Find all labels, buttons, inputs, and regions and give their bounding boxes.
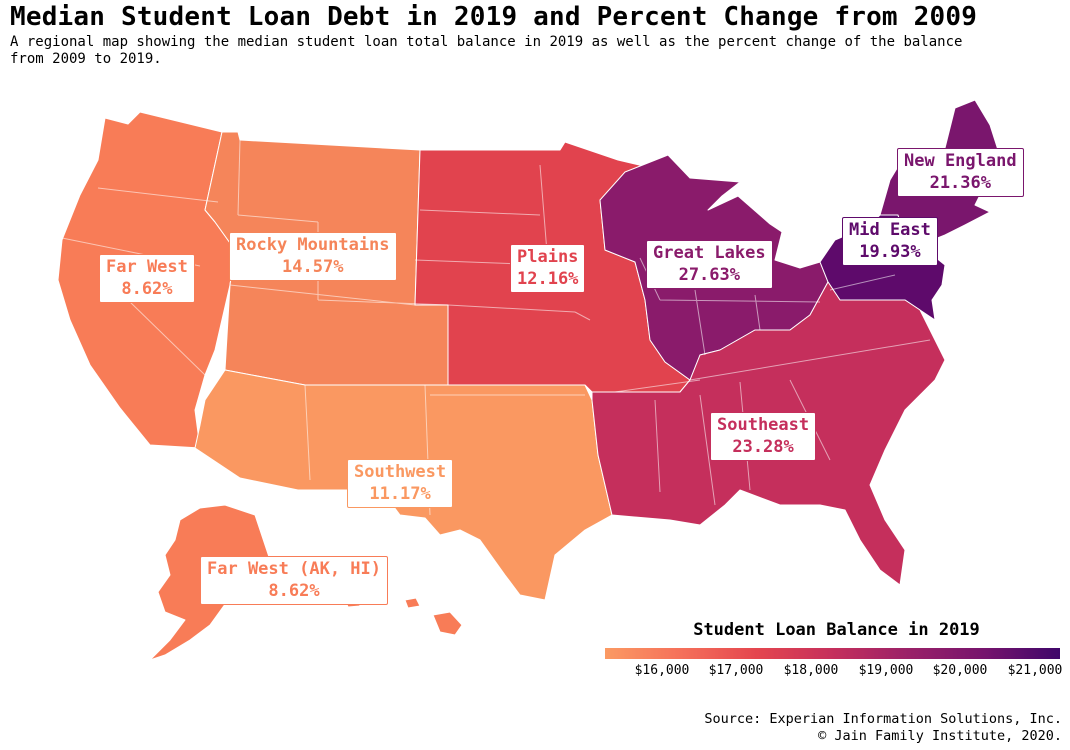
label-southwest: Southwest 11.17% xyxy=(347,459,454,508)
legend-tick: $21,000 xyxy=(1007,663,1063,678)
region-name: New England xyxy=(904,151,1017,171)
source-line: Source: Experian Information Solutions, … xyxy=(704,711,1062,727)
map-subtitle: A regional map showing the median studen… xyxy=(10,34,963,67)
region-name: Rocky Mountains xyxy=(236,235,390,255)
region-change: 21.36% xyxy=(929,173,991,193)
map-title: Median Student Loan Debt in 2019 and Per… xyxy=(10,2,978,32)
region-name: Mid East xyxy=(849,220,931,240)
legend-gradient-bar xyxy=(605,648,1060,659)
legend-tick: $20,000 xyxy=(932,663,988,678)
legend-tick: $18,000 xyxy=(783,663,839,678)
label-far-west: Far West 8.62% xyxy=(99,254,195,303)
region-change: 27.63% xyxy=(678,265,740,285)
region-change: 12.16% xyxy=(517,269,579,289)
region-name: Great Lakes xyxy=(653,243,766,263)
region-name: Plains xyxy=(517,247,579,267)
region-change: 8.62% xyxy=(121,279,173,299)
region-change: 19.93% xyxy=(859,242,921,262)
label-mid-east: Mid East 19.93% xyxy=(842,217,938,266)
region-change: 14.57% xyxy=(282,257,344,277)
source-note: Source: Experian Information Solutions, … xyxy=(704,711,1062,745)
region-change: 23.28% xyxy=(732,437,794,457)
region-change: 8.62% xyxy=(268,581,320,601)
legend-tick: $17,000 xyxy=(708,663,764,678)
label-new-england: New England 21.36% xyxy=(897,148,1024,197)
label-rocky-mountains: Rocky Mountains 14.57% xyxy=(229,232,397,281)
legend-ticks: $16,000 $17,000 $18,000 $19,000 $20,000 … xyxy=(605,663,1063,683)
label-far-west-ak-hi: Far West (AK, HI) 8.62% xyxy=(200,556,388,605)
label-plains: Plains 12.16% xyxy=(510,244,586,293)
region-name: Far West (AK, HI) xyxy=(207,559,381,579)
label-great-lakes: Great Lakes 27.63% xyxy=(646,240,773,289)
region-name: Southwest xyxy=(354,462,447,482)
legend-tick: $19,000 xyxy=(858,663,914,678)
region-change: 11.17% xyxy=(369,484,431,504)
region-name: Southeast xyxy=(717,415,810,435)
color-legend: Student Loan Balance in 2019 $16,000 $17… xyxy=(605,620,1063,683)
legend-tick: $16,000 xyxy=(634,663,690,678)
copyright-line: © Jain Family Institute, 2020. xyxy=(818,728,1062,744)
legend-title: Student Loan Balance in 2019 xyxy=(693,620,980,640)
region-name: Far West xyxy=(106,257,188,277)
label-southeast: Southeast 23.28% xyxy=(710,412,817,461)
